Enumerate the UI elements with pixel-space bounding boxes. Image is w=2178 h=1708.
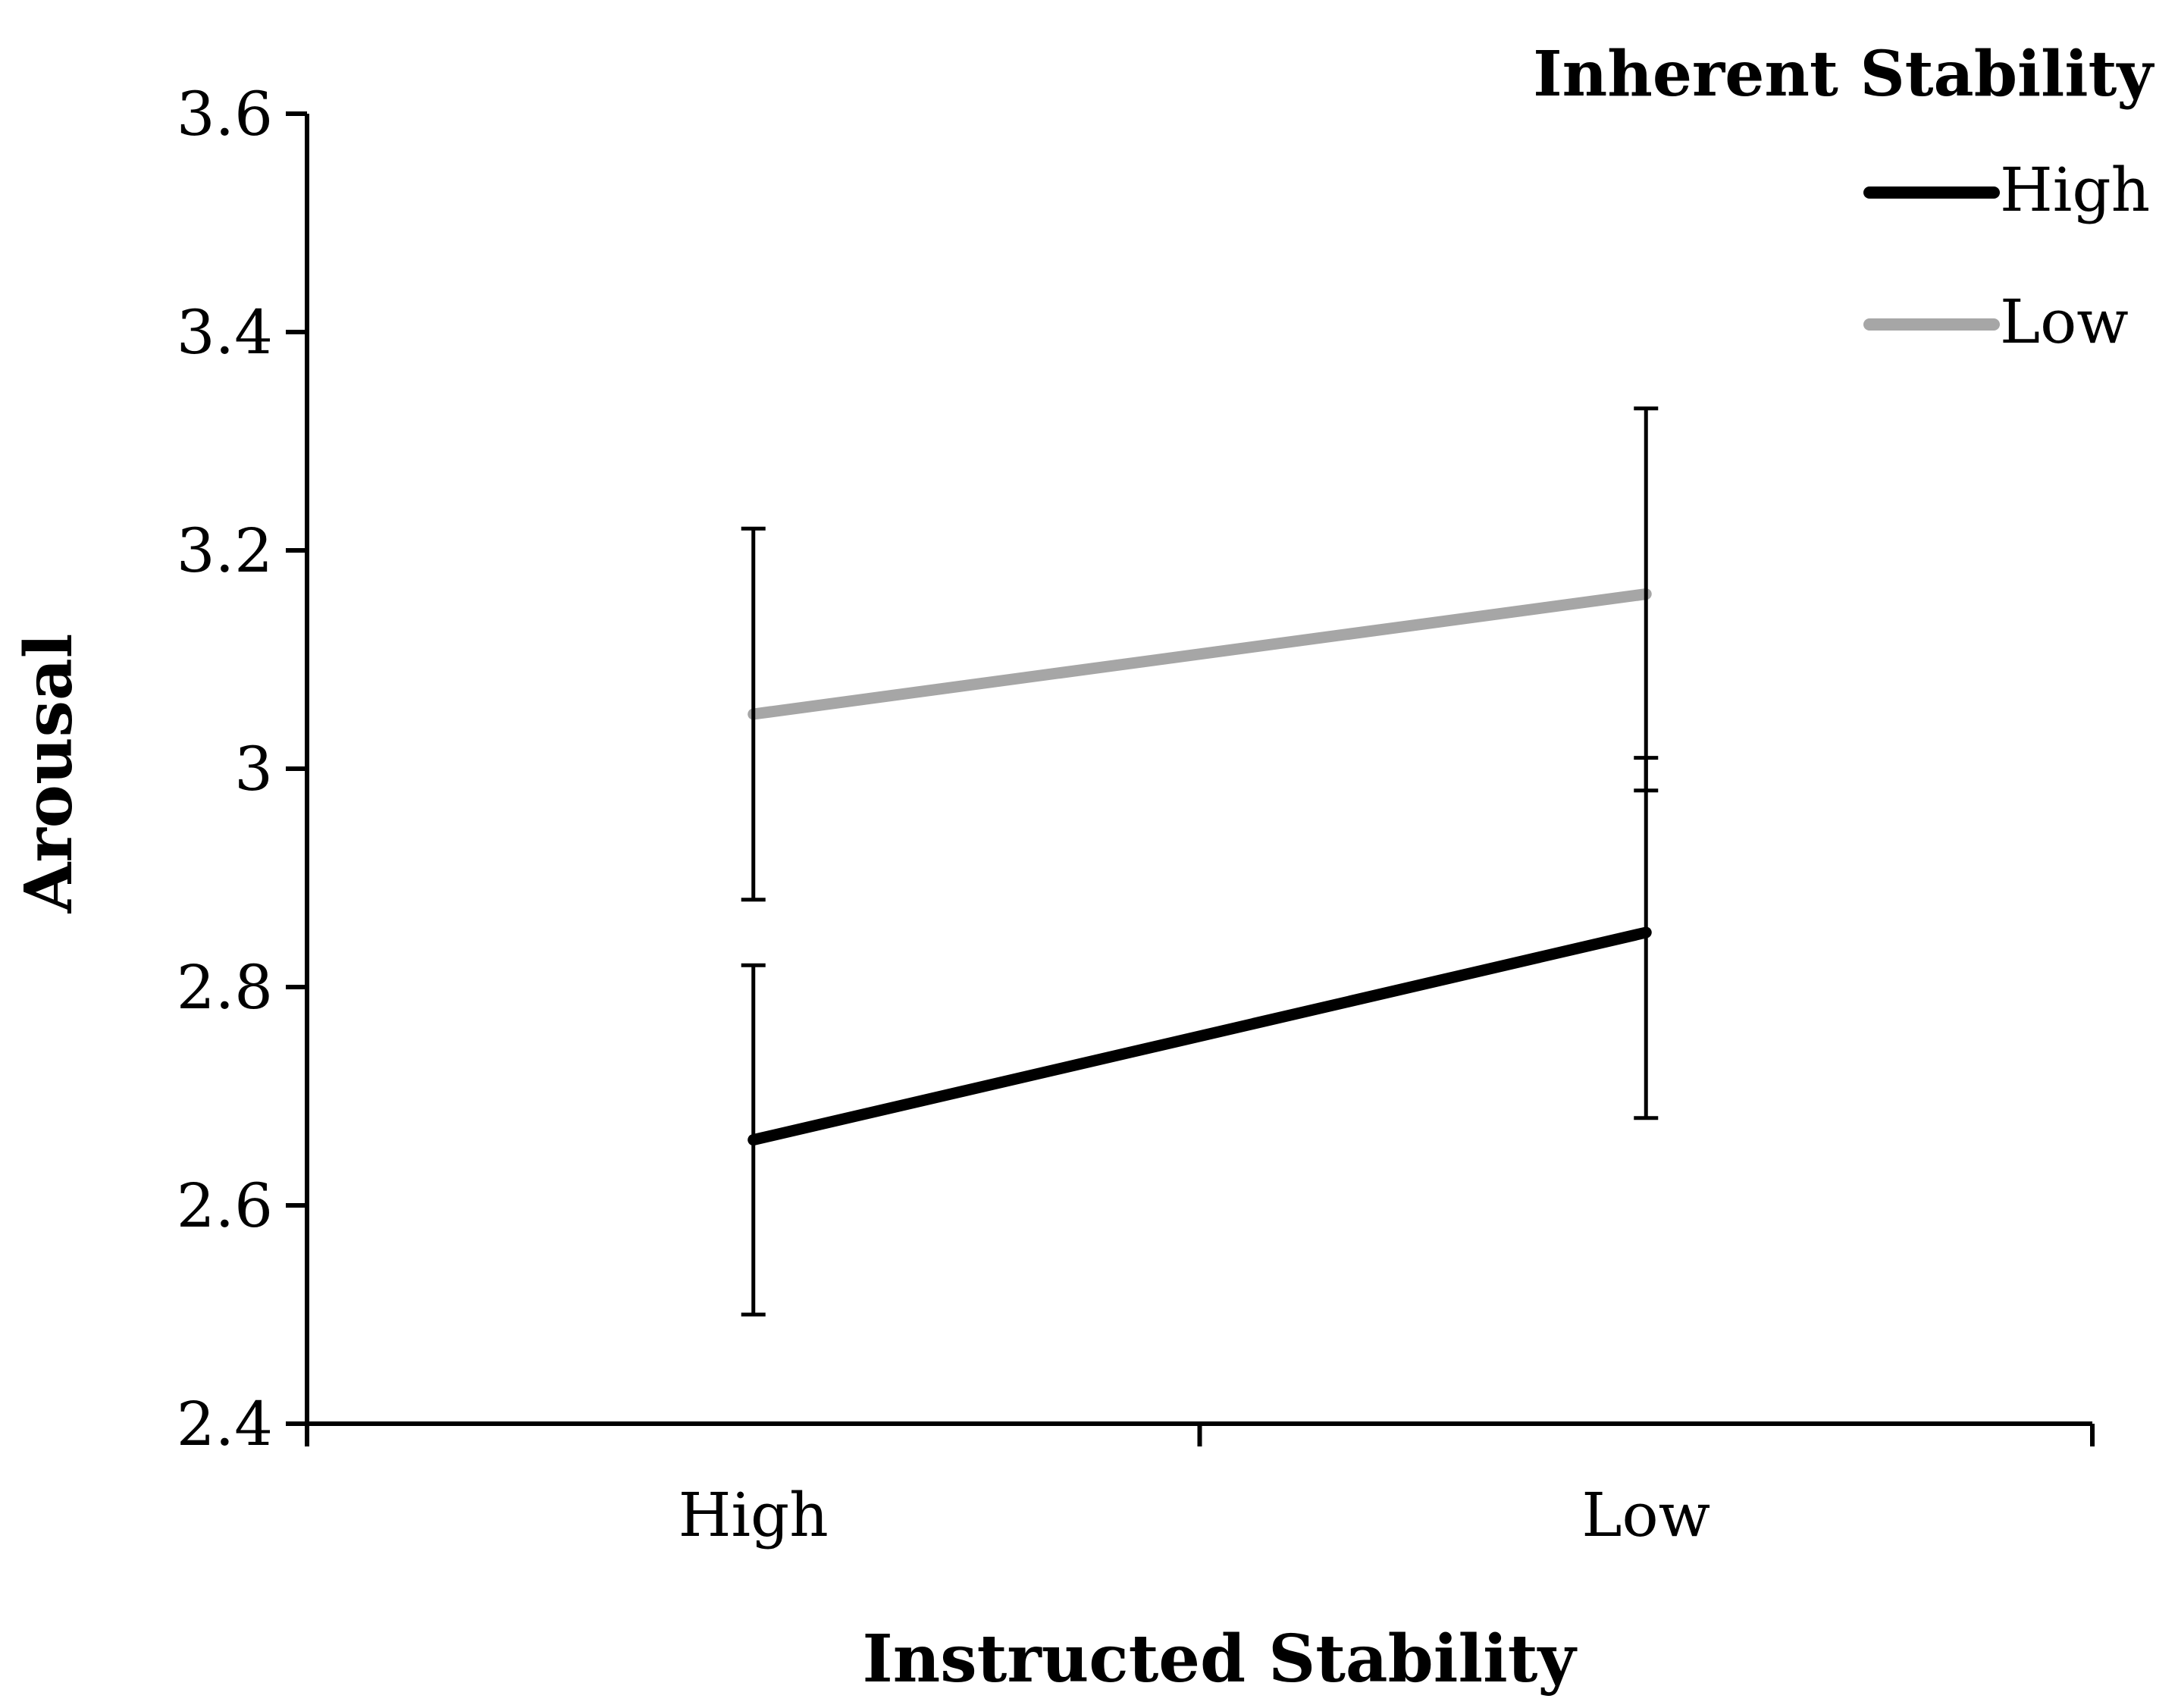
legend-label-low: Low [2000, 287, 2129, 357]
x-axis-title: Instructed Stability [862, 1621, 1578, 1697]
legend-title: Inherent Stability [1533, 38, 2154, 111]
legend-label-high: High [2000, 155, 2150, 225]
error-bars [741, 406, 1659, 1317]
x-tick-label: High [678, 1480, 829, 1550]
y-tick-label: 3.4 [177, 297, 273, 368]
y-tick-label: 3.2 [177, 516, 273, 586]
y-tick-label: 2.6 [177, 1171, 273, 1241]
series-line-high [747, 926, 1652, 1146]
series [747, 588, 1652, 1146]
axes [305, 114, 2092, 1426]
y-tick-label: 2.4 [177, 1389, 273, 1459]
y-tick-label: 3 [234, 734, 273, 804]
legend: Inherent Stability High Low [1533, 38, 2154, 357]
y-ticks: 2.4 2.6 2.8 3 3.2 3.4 3.6 [177, 79, 307, 1459]
x-ticks: High Low [305, 1424, 2095, 1550]
y-axis-title: Arousal [11, 634, 87, 914]
y-tick-label: 2.8 [177, 952, 273, 1023]
y-tick-label: 3.6 [177, 79, 273, 149]
x-tick-label: Low [1581, 1480, 1710, 1550]
series-line-low [747, 588, 1652, 720]
